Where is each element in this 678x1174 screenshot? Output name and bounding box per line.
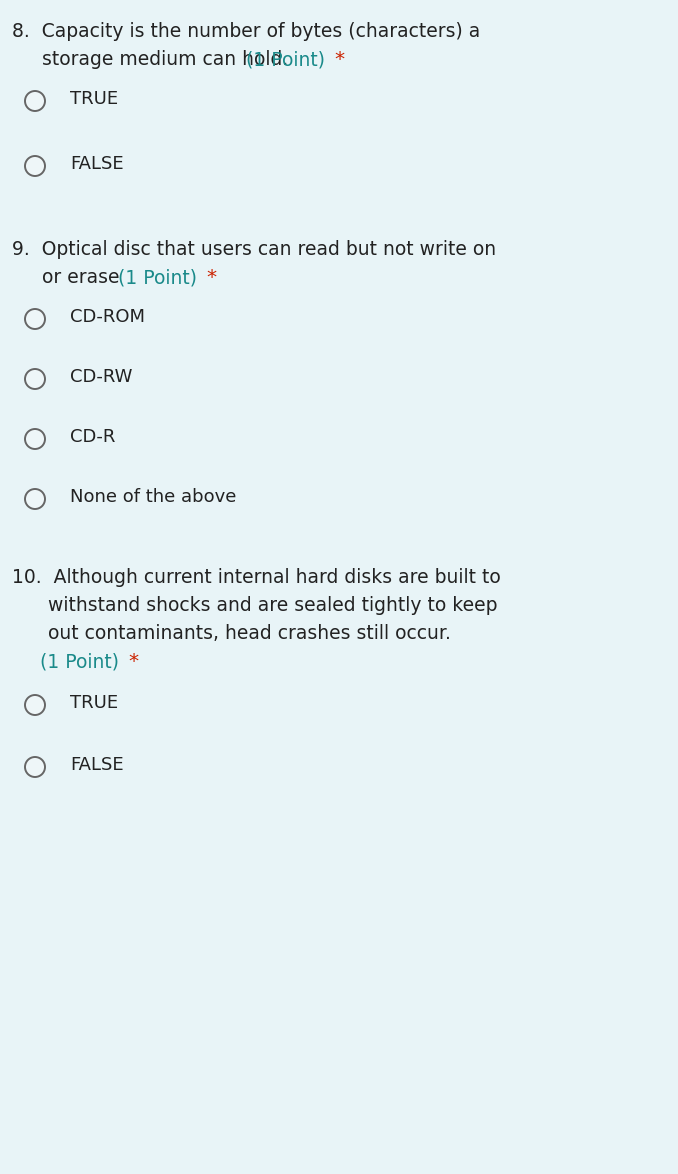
Text: CD-RW: CD-RW: [70, 367, 132, 386]
Circle shape: [25, 309, 45, 329]
Circle shape: [25, 757, 45, 777]
Text: FALSE: FALSE: [70, 756, 123, 774]
Text: storage medium can hold.: storage medium can hold.: [12, 50, 294, 69]
Text: CD-R: CD-R: [70, 429, 115, 446]
Text: (1 Point): (1 Point): [40, 652, 119, 672]
Text: 8.  Capacity is the number of bytes (characters) a: 8. Capacity is the number of bytes (char…: [12, 22, 480, 41]
Circle shape: [25, 695, 45, 715]
Text: (1 Point): (1 Point): [246, 50, 325, 69]
Text: (1 Point): (1 Point): [118, 268, 197, 286]
Text: 10.  Although current internal hard disks are built to: 10. Although current internal hard disks…: [12, 568, 501, 587]
Circle shape: [25, 156, 45, 176]
Text: TRUE: TRUE: [70, 90, 118, 108]
Text: withstand shocks and are sealed tightly to keep: withstand shocks and are sealed tightly …: [12, 596, 498, 615]
Text: TRUE: TRUE: [70, 694, 118, 711]
Circle shape: [25, 369, 45, 389]
Text: None of the above: None of the above: [70, 488, 237, 506]
Text: out contaminants, head crashes still occur.: out contaminants, head crashes still occ…: [12, 625, 451, 643]
Circle shape: [25, 429, 45, 448]
Text: 9.  Optical disc that users can read but not write on: 9. Optical disc that users can read but …: [12, 239, 496, 259]
Text: or erase: or erase: [12, 268, 125, 286]
Text: *: *: [128, 652, 138, 672]
Circle shape: [25, 92, 45, 112]
Text: *: *: [334, 50, 344, 69]
Text: FALSE: FALSE: [70, 155, 123, 173]
Text: CD-ROM: CD-ROM: [70, 308, 145, 326]
Text: *: *: [206, 268, 216, 286]
Circle shape: [25, 490, 45, 510]
